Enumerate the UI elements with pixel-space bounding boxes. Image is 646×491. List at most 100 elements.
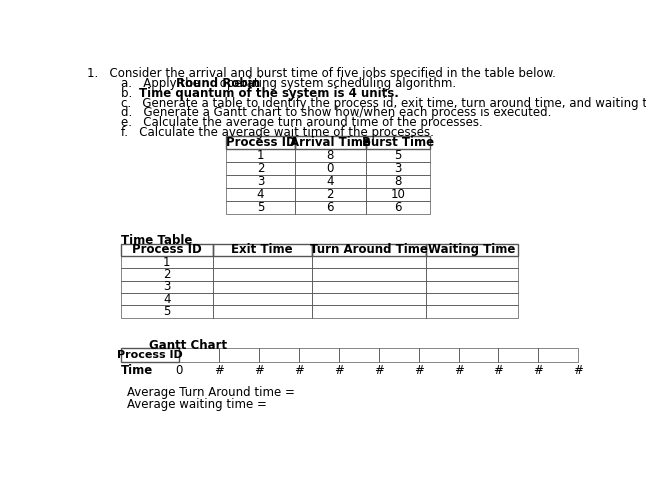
Text: #: # xyxy=(413,364,424,377)
Text: #: # xyxy=(374,364,384,377)
Text: 3: 3 xyxy=(257,175,264,188)
Text: Exit Time: Exit Time xyxy=(231,244,293,256)
Text: Time: Time xyxy=(121,364,153,377)
Text: Round Robin: Round Robin xyxy=(176,78,260,90)
Text: 2: 2 xyxy=(163,268,171,281)
Bar xyxy=(213,305,312,318)
Bar xyxy=(295,188,366,201)
Text: 1: 1 xyxy=(257,149,264,162)
Text: Waiting Time: Waiting Time xyxy=(428,244,516,256)
Text: 3: 3 xyxy=(394,162,401,175)
Text: Average waiting time =: Average waiting time = xyxy=(127,398,267,410)
Bar xyxy=(295,201,366,215)
Bar xyxy=(312,281,426,293)
Text: Process ID: Process ID xyxy=(132,244,202,256)
Text: operating system scheduling algorithm.: operating system scheduling algorithm. xyxy=(216,78,456,90)
Text: #: # xyxy=(453,364,463,377)
Text: Time quantum of the system is 4 units.: Time quantum of the system is 4 units. xyxy=(140,87,399,100)
Bar xyxy=(295,149,366,162)
Bar xyxy=(339,349,379,362)
Bar xyxy=(227,188,295,201)
Text: Gantt Chart: Gantt Chart xyxy=(149,339,227,352)
Bar xyxy=(366,201,430,215)
Bar xyxy=(121,281,213,293)
Bar xyxy=(295,136,366,149)
Text: 1: 1 xyxy=(163,256,171,269)
Bar xyxy=(366,136,430,149)
Bar xyxy=(121,293,213,305)
Bar xyxy=(426,293,518,305)
Bar xyxy=(227,201,295,215)
Text: 0: 0 xyxy=(176,364,183,377)
Bar xyxy=(121,349,179,362)
Bar xyxy=(459,349,499,362)
Text: #: # xyxy=(294,364,304,377)
Text: Process ID: Process ID xyxy=(117,351,183,360)
Text: 8: 8 xyxy=(394,175,401,188)
Text: c.   Generate a table to identify the process id, exit time, turn around time, a: c. Generate a table to identify the proc… xyxy=(121,97,646,109)
Bar xyxy=(299,349,339,362)
Text: 2: 2 xyxy=(257,162,264,175)
Bar xyxy=(227,162,295,175)
Text: 4: 4 xyxy=(163,293,171,306)
Bar xyxy=(227,149,295,162)
Bar xyxy=(312,244,426,256)
Text: 4: 4 xyxy=(257,189,264,201)
Bar xyxy=(426,305,518,318)
Text: Time Table: Time Table xyxy=(121,235,193,247)
Bar xyxy=(312,256,426,269)
Bar xyxy=(213,256,312,269)
Bar xyxy=(366,175,430,188)
Text: 2: 2 xyxy=(326,189,334,201)
Text: e.   Calculate the average turn around time of the processes.: e. Calculate the average turn around tim… xyxy=(121,116,483,129)
Text: 6: 6 xyxy=(326,201,334,215)
Text: #: # xyxy=(334,364,344,377)
Bar xyxy=(538,349,578,362)
Bar xyxy=(419,349,459,362)
Bar xyxy=(219,349,259,362)
Bar xyxy=(121,269,213,281)
Bar xyxy=(426,244,518,256)
Text: Average Turn Around time =: Average Turn Around time = xyxy=(127,386,295,399)
Bar xyxy=(499,349,538,362)
Text: d.   Generate a Gantt chart to show how/when each process is executed.: d. Generate a Gantt chart to show how/wh… xyxy=(121,106,552,119)
Bar xyxy=(312,269,426,281)
Text: b.: b. xyxy=(121,87,143,100)
Text: f.   Calculate the average wait time of the processes.: f. Calculate the average wait time of th… xyxy=(121,126,434,138)
Text: 4: 4 xyxy=(326,175,334,188)
Text: #: # xyxy=(254,364,264,377)
Text: a.   Apply the: a. Apply the xyxy=(121,78,203,90)
Text: 6: 6 xyxy=(394,201,401,215)
Bar xyxy=(366,162,430,175)
Bar xyxy=(227,175,295,188)
Bar xyxy=(179,349,219,362)
Bar xyxy=(312,305,426,318)
Text: Arrival Time: Arrival Time xyxy=(290,136,371,149)
Bar xyxy=(121,305,213,318)
Text: 10: 10 xyxy=(390,189,405,201)
Text: 0: 0 xyxy=(327,162,334,175)
Bar xyxy=(366,188,430,201)
Bar xyxy=(259,349,299,362)
Bar xyxy=(213,244,312,256)
Text: 8: 8 xyxy=(327,149,334,162)
Text: Burst Time: Burst Time xyxy=(362,136,433,149)
Text: 3: 3 xyxy=(163,280,171,293)
Text: 5: 5 xyxy=(257,201,264,215)
Text: 5: 5 xyxy=(163,305,171,318)
Bar xyxy=(379,349,419,362)
Bar xyxy=(213,281,312,293)
Bar xyxy=(426,281,518,293)
Text: #: # xyxy=(494,364,503,377)
Bar xyxy=(295,162,366,175)
Text: 1.   Consider the arrival and burst time of five jobs specified in the table bel: 1. Consider the arrival and burst time o… xyxy=(87,67,556,80)
Bar xyxy=(121,256,213,269)
Text: #: # xyxy=(574,364,583,377)
Bar xyxy=(213,269,312,281)
Bar xyxy=(227,136,295,149)
Text: #: # xyxy=(214,364,224,377)
Bar xyxy=(213,293,312,305)
Bar xyxy=(121,244,213,256)
Bar xyxy=(312,293,426,305)
Bar xyxy=(426,269,518,281)
